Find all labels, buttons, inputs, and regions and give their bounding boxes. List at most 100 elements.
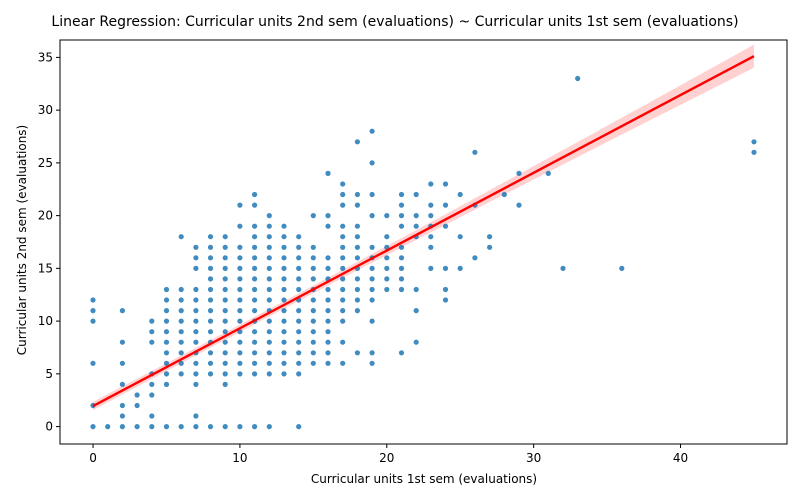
data-point	[252, 329, 258, 335]
data-point	[252, 255, 258, 261]
data-point	[193, 308, 199, 314]
data-point	[90, 308, 96, 314]
data-point	[222, 350, 228, 356]
data-point	[222, 276, 228, 282]
data-point	[207, 255, 214, 261]
data-point	[354, 255, 360, 261]
data-point	[310, 213, 316, 219]
data-point	[354, 223, 360, 229]
data-point	[222, 265, 228, 271]
data-point	[369, 191, 375, 198]
data-point	[281, 244, 287, 250]
data-point	[252, 234, 258, 240]
data-point	[296, 318, 302, 324]
data-point	[163, 381, 170, 387]
data-point	[296, 329, 302, 335]
data-point	[178, 308, 184, 314]
data-point	[296, 276, 302, 282]
data-point	[428, 213, 434, 219]
data-point	[428, 202, 434, 208]
data-point	[252, 350, 258, 356]
data-point	[237, 350, 243, 356]
data-point	[207, 276, 214, 282]
data-point	[237, 318, 243, 324]
data-point	[237, 308, 243, 314]
data-point	[398, 244, 405, 250]
data-point	[119, 402, 125, 409]
data-point	[384, 265, 390, 271]
data-point	[369, 128, 375, 134]
data-point	[266, 297, 272, 303]
data-point	[193, 255, 199, 261]
data-point	[398, 202, 405, 208]
data-point	[413, 191, 419, 198]
data-point	[222, 318, 228, 324]
data-point	[281, 255, 287, 261]
data-point	[296, 286, 302, 293]
data-point	[281, 223, 287, 229]
data-point	[163, 308, 170, 314]
data-point	[252, 286, 258, 293]
data-point	[207, 265, 214, 271]
data-point	[119, 308, 125, 314]
data-point	[281, 360, 287, 366]
data-point	[428, 234, 434, 240]
data-point	[193, 329, 199, 335]
data-point	[310, 276, 316, 282]
data-point	[325, 265, 331, 271]
data-point	[340, 360, 346, 366]
data-point	[281, 308, 287, 314]
y-tick-label: 25	[38, 156, 53, 170]
data-point	[252, 371, 258, 377]
x-tick-label: 20	[379, 451, 394, 465]
regression-line-layer	[92, 55, 755, 408]
data-point	[119, 339, 125, 345]
data-point	[354, 244, 360, 250]
data-point	[325, 360, 331, 366]
data-point	[149, 329, 155, 335]
x-tick-label: 0	[89, 451, 97, 465]
data-point	[222, 424, 228, 430]
data-point	[281, 265, 287, 271]
data-point	[119, 381, 125, 387]
data-point	[237, 276, 243, 282]
data-point	[325, 350, 331, 356]
chart-title: Linear Regression: Curricular units 2nd …	[51, 14, 738, 30]
data-point	[222, 360, 228, 366]
data-point	[442, 223, 449, 229]
data-point	[354, 139, 360, 145]
x-axis-label: Curricular units 1st sem (evaluations)	[311, 472, 537, 486]
data-point	[413, 339, 419, 345]
data-point	[252, 360, 258, 366]
data-point	[222, 297, 228, 303]
x-tick-label: 10	[232, 451, 247, 465]
data-point	[207, 424, 214, 430]
data-point	[149, 318, 155, 324]
data-point	[237, 255, 243, 261]
data-point	[398, 255, 405, 261]
data-point	[193, 244, 199, 250]
data-point	[149, 392, 155, 398]
data-point	[413, 286, 419, 293]
data-point	[222, 381, 228, 387]
data-point	[222, 244, 228, 250]
data-point	[413, 223, 419, 229]
data-point	[384, 213, 390, 219]
data-point	[442, 297, 449, 303]
plot-frame	[59, 39, 788, 445]
data-point	[178, 360, 184, 366]
data-point	[237, 360, 243, 366]
data-point	[266, 350, 272, 356]
data-point	[207, 371, 214, 377]
data-point	[325, 329, 331, 335]
data-point	[398, 191, 405, 198]
data-point	[340, 297, 346, 303]
data-point	[428, 265, 434, 271]
data-point	[560, 265, 566, 271]
data-point	[193, 297, 199, 303]
data-point	[163, 318, 170, 324]
data-point	[310, 329, 316, 335]
data-point	[472, 255, 478, 261]
